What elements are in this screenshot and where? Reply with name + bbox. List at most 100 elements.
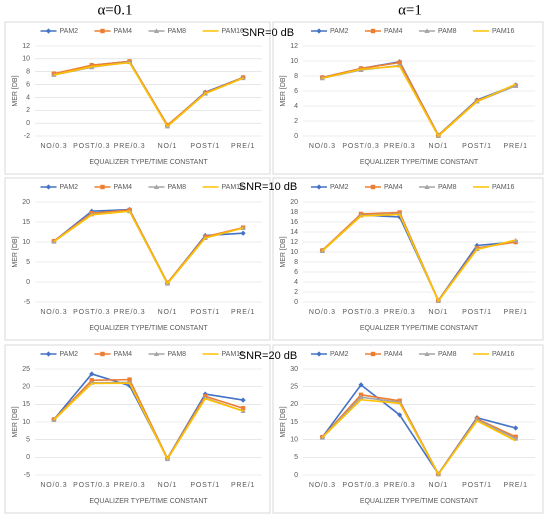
y-tick-label: 15 bbox=[22, 401, 30, 408]
data-point bbox=[397, 412, 403, 418]
y-tick-label: 0 bbox=[294, 299, 298, 306]
x-tick-label: POST/0.3 bbox=[342, 143, 379, 150]
legend-label: PAM16 bbox=[222, 351, 245, 358]
legend-label: PAM4 bbox=[384, 28, 403, 35]
legend-label: PAM8 bbox=[438, 28, 457, 35]
y-tick-label: 15 bbox=[22, 219, 30, 226]
row-header: SNR=20 dB bbox=[239, 350, 297, 362]
legend-label: PAM4 bbox=[384, 184, 403, 191]
legend-marker bbox=[316, 28, 322, 34]
x-axis-label: EQUALIZER TYPE/TIME CONSTANT bbox=[89, 325, 208, 332]
legend-marker bbox=[45, 351, 52, 357]
legend-label: PAM2 bbox=[330, 351, 349, 358]
x-tick-label: POST/0.3 bbox=[73, 482, 110, 489]
y-tick-label: 25 bbox=[22, 366, 30, 373]
legend-label: PAM4 bbox=[114, 28, 133, 35]
x-tick-label: PRE/0.3 bbox=[384, 143, 416, 150]
y-tick-label: 6 bbox=[26, 81, 30, 88]
data-point bbox=[358, 382, 364, 388]
legend-label: PAM16 bbox=[222, 28, 245, 35]
x-tick-label: POST/1 bbox=[462, 309, 492, 316]
x-tick-label: POST/0.3 bbox=[73, 309, 110, 316]
series-line bbox=[322, 65, 516, 137]
y-tick-label: 16 bbox=[290, 219, 298, 226]
legend-label: PAM8 bbox=[168, 184, 187, 191]
series-line bbox=[321, 398, 517, 476]
legend-label: PAM16 bbox=[492, 351, 515, 358]
panel-border bbox=[4, 344, 271, 514]
x-tick-label: PRE/1 bbox=[504, 143, 528, 150]
chart-panel: 0 2 4 6 8 10 12 14 16 18 20 NO/0.3 POST/0.3 PRE/0.3 NO… bbox=[272, 177, 544, 341]
y-axis-label: MER [DB] bbox=[12, 75, 19, 106]
x-tick-label: NO/1 bbox=[429, 482, 449, 489]
x-tick-label: NO/0.3 bbox=[309, 309, 336, 316]
x-tick-label: POST/1 bbox=[190, 309, 220, 316]
legend-marker bbox=[100, 184, 105, 190]
data-point bbox=[240, 397, 246, 403]
x-tick-label: NO/1 bbox=[158, 143, 178, 150]
panel-border bbox=[272, 21, 544, 175]
legend-marker bbox=[424, 184, 430, 189]
y-tick-label: 25 bbox=[290, 384, 298, 391]
y-tick-label: 10 bbox=[22, 239, 30, 246]
y-tick-label: 5 bbox=[294, 454, 298, 461]
legend-marker bbox=[153, 184, 160, 189]
y-axis-label: MER [DB] bbox=[280, 406, 287, 437]
x-tick-label: PRE/0.3 bbox=[114, 482, 146, 489]
y-axis-label: MER [DB] bbox=[12, 236, 19, 267]
y-tick-label: 5 bbox=[26, 437, 30, 444]
x-tick-label: NO/0.3 bbox=[40, 309, 67, 316]
data-point bbox=[397, 60, 402, 65]
legend-marker bbox=[45, 184, 52, 190]
y-tick-label: 0 bbox=[294, 133, 298, 140]
x-tick-label: NO/0.3 bbox=[309, 482, 336, 489]
legend-marker bbox=[100, 28, 105, 34]
x-tick-label: NO/0.3 bbox=[309, 143, 336, 150]
legend-marker bbox=[153, 28, 160, 33]
y-tick-label: 30 bbox=[290, 366, 298, 373]
data-point bbox=[513, 83, 519, 88]
legend-marker bbox=[424, 28, 430, 33]
chart-panel: -5 0 5 10 15 20 25 NO/0.3 POST/0.3 PRE/0.3 NO/1 POS… bbox=[4, 344, 271, 514]
y-tick-label: 0 bbox=[26, 454, 30, 461]
x-tick-label: PRE/0.3 bbox=[114, 143, 146, 150]
x-axis-label: EQUALIZER TYPE/TIME CONSTANT bbox=[360, 159, 479, 166]
x-tick-label: PRE/1 bbox=[231, 309, 255, 316]
legend-marker bbox=[316, 351, 322, 357]
legend-label: PAM4 bbox=[114, 351, 133, 358]
legend-label: PAM2 bbox=[60, 184, 79, 191]
legend-marker bbox=[45, 28, 52, 34]
legend-label: PAM16 bbox=[222, 184, 245, 191]
y-tick-label: 12 bbox=[22, 43, 30, 50]
x-tick-label: NO/0.3 bbox=[40, 143, 67, 150]
y-tick-label: 2 bbox=[294, 289, 298, 296]
data-point bbox=[240, 406, 246, 411]
y-tick-label: 6 bbox=[294, 88, 298, 95]
y-tick-label: 0 bbox=[294, 472, 298, 479]
legend-label: PAM2 bbox=[330, 184, 349, 191]
data-point bbox=[89, 371, 95, 377]
y-tick-label: 4 bbox=[294, 279, 298, 286]
legend-label: PAM8 bbox=[168, 351, 187, 358]
chart-panel: 0 2 4 6 8 10 12 NO/0.3 POST/0.3 PRE/0.3 NO/1 POST/1… bbox=[272, 21, 544, 175]
panel-border bbox=[4, 21, 271, 175]
data-point bbox=[513, 425, 519, 431]
x-tick-label: POST/1 bbox=[462, 482, 492, 489]
x-tick-label: POST/1 bbox=[190, 482, 220, 489]
column-header: α=1 bbox=[398, 2, 422, 18]
x-tick-label: NO/1 bbox=[158, 482, 178, 489]
chart-panel: 0 5 10 15 20 25 30 NO/0.3 POST/0.3 PRE/0.3 NO/1 POS… bbox=[272, 344, 544, 514]
x-tick-label: NO/1 bbox=[429, 309, 449, 316]
x-axis-label: EQUALIZER TYPE/TIME CONSTANT bbox=[89, 159, 208, 166]
y-tick-label: 20 bbox=[290, 401, 298, 408]
series-line bbox=[53, 61, 244, 128]
y-tick-label: -2 bbox=[24, 133, 30, 140]
row-header: SNR=0 dB bbox=[242, 27, 294, 39]
legend-label: PAM16 bbox=[492, 184, 515, 191]
legend-label: PAM16 bbox=[492, 28, 515, 35]
y-axis-label: MER [DB] bbox=[280, 75, 287, 106]
x-tick-label: NO/1 bbox=[158, 309, 178, 316]
x-tick-label: POST/0.3 bbox=[342, 309, 379, 316]
y-tick-label: 20 bbox=[22, 199, 30, 206]
y-tick-label: 10 bbox=[290, 437, 298, 444]
